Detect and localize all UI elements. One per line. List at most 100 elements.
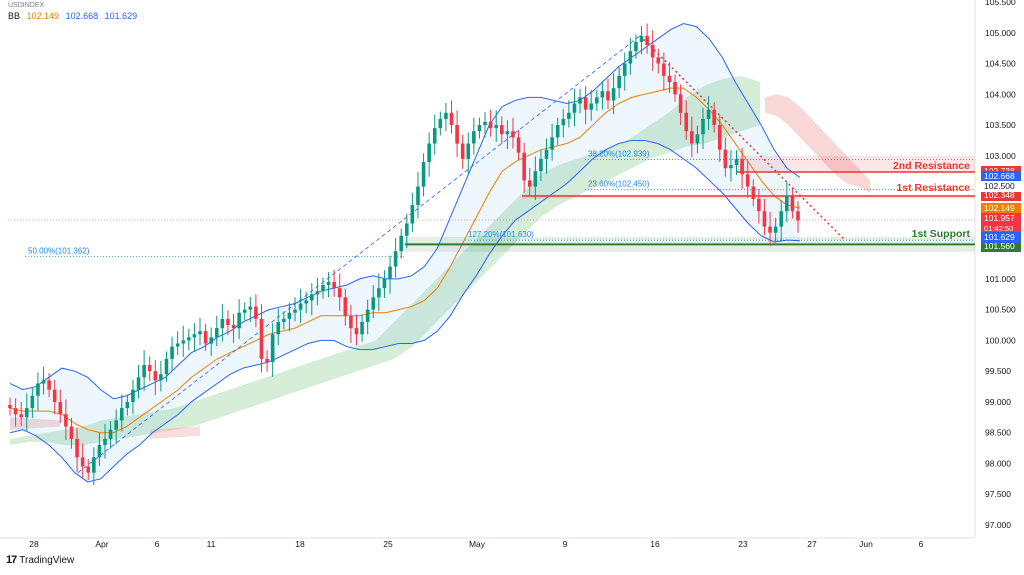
candle-body xyxy=(242,309,247,313)
bollinger-bands xyxy=(9,23,801,483)
price-tick-label: 103.000 xyxy=(985,151,1016,161)
price-tick-label: 101.000 xyxy=(985,274,1016,284)
cloud-bearish-early xyxy=(10,417,60,430)
candle-body xyxy=(695,134,700,144)
candle-body xyxy=(494,125,499,129)
bb-legend-row: BB 102.149 102.668 101.629 xyxy=(8,11,141,22)
candle-body xyxy=(522,152,526,181)
time-tick-label: 27 xyxy=(807,539,817,549)
candle-body xyxy=(393,251,398,267)
candle-body xyxy=(192,334,197,338)
price-tick-label: 105.000 xyxy=(985,28,1016,38)
candle-body xyxy=(751,186,756,199)
candle-body xyxy=(555,125,560,138)
time-tick-label: May xyxy=(469,539,486,549)
candle-body xyxy=(298,303,303,310)
candle-body xyxy=(248,306,253,310)
candle-body xyxy=(589,103,594,110)
time-tick-label: 18 xyxy=(295,539,305,549)
time-tick-label: 16 xyxy=(650,539,660,549)
candle-body xyxy=(315,291,320,295)
support-1-price-tag: 101.560 xyxy=(981,240,1021,252)
candle-body xyxy=(187,337,191,341)
price-tick-label: 105.500 xyxy=(985,0,1016,7)
bb-basis-price-tag: 102.149 xyxy=(981,202,1021,214)
fib-level-label: 38.20%(102.939) xyxy=(588,150,650,159)
candle-body xyxy=(796,211,800,221)
time-tick-label: 23 xyxy=(738,539,748,549)
candle-body xyxy=(125,401,130,409)
candle-body xyxy=(505,131,510,135)
bb-basis-value: 102.149 xyxy=(26,11,60,21)
candle-body xyxy=(578,97,582,104)
candle-body xyxy=(438,118,443,129)
level-labels: 38.20%(102.939) 23.60%(102.450) 127.20%(10… xyxy=(28,150,970,256)
candle-body xyxy=(667,75,672,82)
uptrend-line xyxy=(77,35,641,474)
bb-upper-price-tag: 102.668 xyxy=(981,170,1021,182)
level-zones xyxy=(8,155,975,252)
candle-body xyxy=(377,288,381,298)
symbol-line: USDINDEX xyxy=(8,2,45,9)
cloud-bearish-early xyxy=(150,426,200,439)
candle-body xyxy=(634,41,638,52)
candle-body xyxy=(293,309,297,313)
brand-name: TradingView xyxy=(19,554,75,566)
bb-basis-line xyxy=(9,87,801,434)
candle-body xyxy=(617,75,621,89)
candle-body xyxy=(276,321,281,335)
time-tick-label: 6 xyxy=(919,539,924,549)
candle-body xyxy=(332,281,336,289)
candle-body xyxy=(136,377,141,390)
candle-body xyxy=(628,51,633,64)
candle-body xyxy=(723,149,728,169)
candle-body xyxy=(382,278,387,289)
price-tick-label: 97.000 xyxy=(985,520,1011,530)
candle-body xyxy=(650,45,655,58)
candle-body xyxy=(757,198,761,212)
candle-body xyxy=(214,328,219,338)
candle-body xyxy=(259,318,264,359)
price-tick-label: 103.500 xyxy=(985,120,1016,130)
candle-body xyxy=(416,186,420,206)
price-tick-label: 100.000 xyxy=(985,335,1016,345)
time-tick-label: Apr xyxy=(95,539,108,549)
candle-body xyxy=(326,281,331,286)
candle-body xyxy=(349,315,353,329)
candle-body xyxy=(779,211,784,227)
level-label: 1st Resistance xyxy=(896,182,970,194)
candle-body xyxy=(706,109,711,119)
tradingview-branding[interactable]: 17 TradingView xyxy=(6,554,74,566)
candle-body xyxy=(572,103,577,113)
candle-body xyxy=(159,374,163,381)
candle-body xyxy=(265,358,269,362)
ichimoku-cloud xyxy=(10,75,870,446)
time-tick-label: 11 xyxy=(207,539,216,549)
bb-upper-value: 102.668 xyxy=(65,11,99,21)
candle-body xyxy=(790,195,795,212)
candle-body xyxy=(24,408,29,418)
candle-body xyxy=(69,426,74,439)
candle-body xyxy=(304,300,308,304)
candle-body xyxy=(645,35,649,46)
candle-body xyxy=(729,165,733,169)
candle-body xyxy=(432,128,437,144)
candle-body xyxy=(712,109,716,126)
candle-body xyxy=(108,429,113,439)
price-tick-label: 99.000 xyxy=(985,397,1011,407)
candle-body xyxy=(198,331,202,335)
bb-lower-value: 101.629 xyxy=(104,11,138,21)
axis-price-tag: 102.500 xyxy=(981,181,1021,193)
candle-body xyxy=(740,158,744,175)
candle-body xyxy=(220,318,225,329)
candle-body xyxy=(86,466,91,473)
candle-body xyxy=(47,380,51,390)
candle-body xyxy=(226,318,230,326)
candle-body xyxy=(488,121,493,129)
candle-body xyxy=(97,445,102,458)
cloud-bullish xyxy=(10,75,760,446)
trend-lines xyxy=(25,35,975,474)
candle-body xyxy=(639,35,644,42)
candle-body xyxy=(231,325,236,329)
